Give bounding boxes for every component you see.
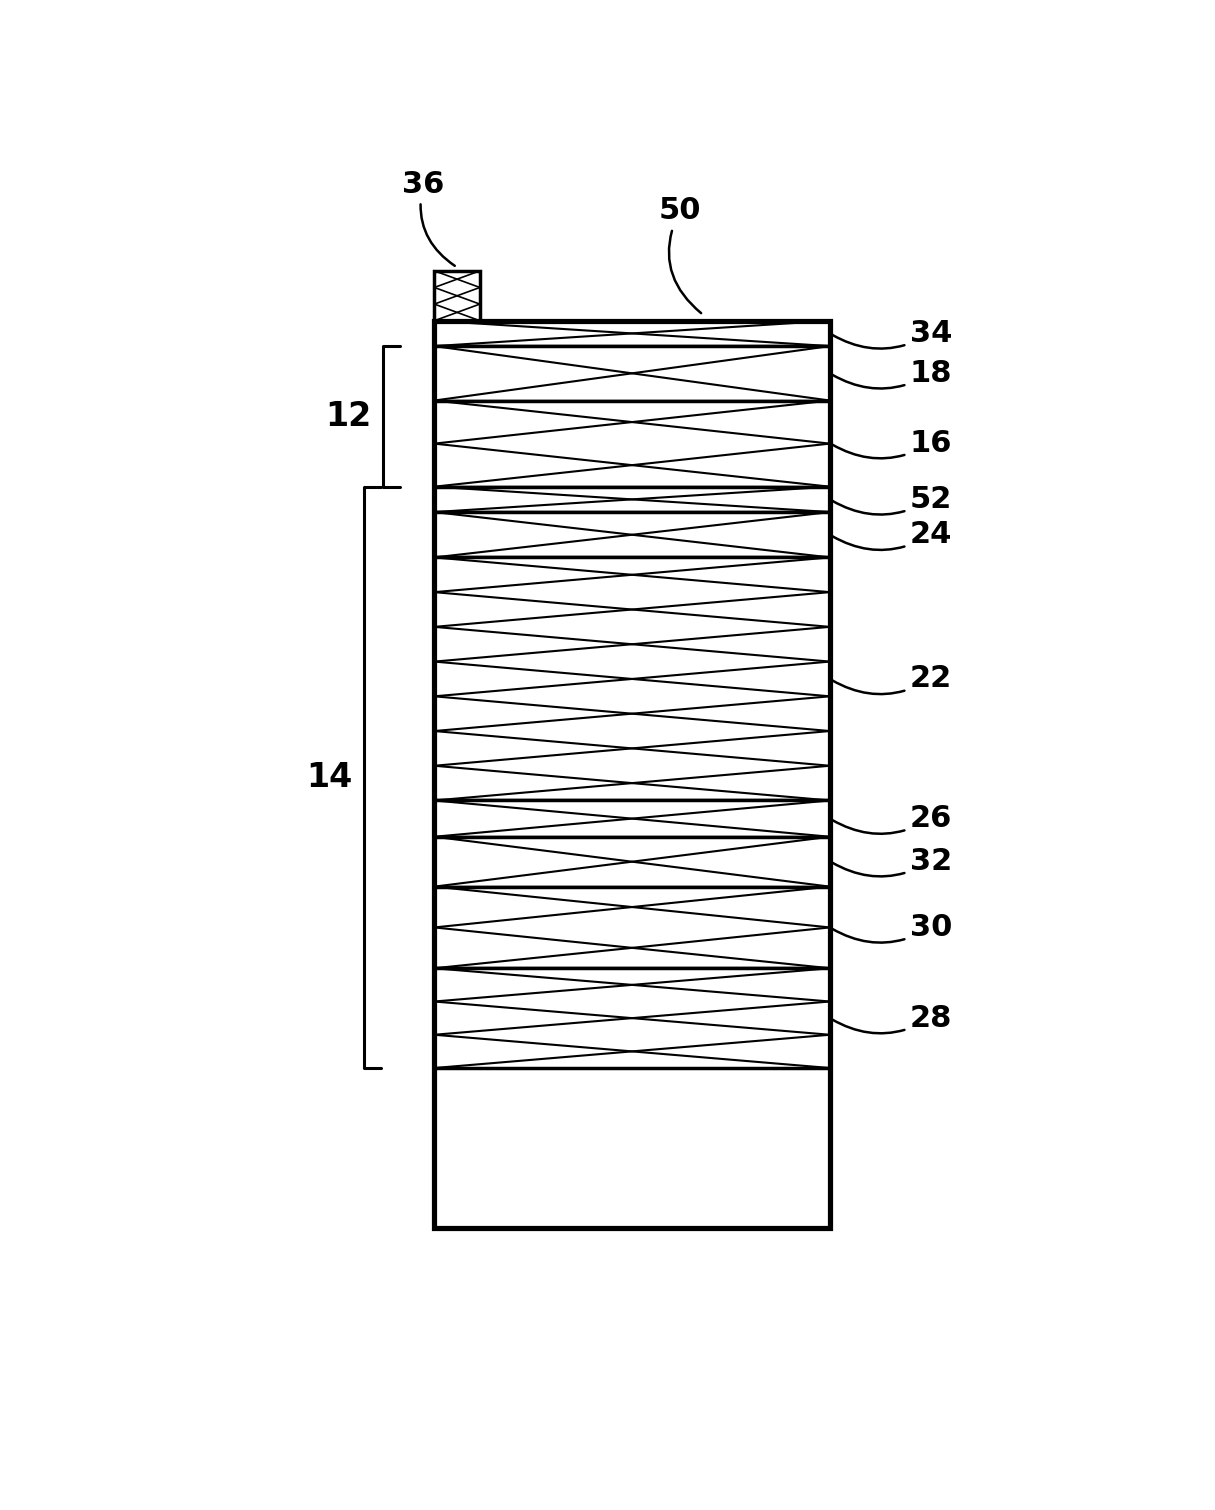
Bar: [435, 800, 830, 837]
Text: 14: 14: [306, 761, 352, 794]
Bar: [435, 968, 830, 1068]
Bar: [435, 512, 830, 557]
Bar: [435, 557, 830, 800]
Text: 24: 24: [832, 521, 953, 550]
Text: 30: 30: [832, 914, 953, 942]
Text: 52: 52: [832, 485, 953, 515]
Text: 34: 34: [832, 319, 953, 349]
Bar: [435, 270, 480, 320]
Text: 36: 36: [402, 169, 454, 266]
Bar: [435, 837, 830, 886]
Text: 18: 18: [832, 359, 953, 388]
Bar: [435, 886, 830, 968]
Bar: [435, 320, 830, 1228]
Bar: [435, 346, 830, 400]
Text: 32: 32: [832, 847, 953, 876]
Bar: [435, 400, 830, 486]
Text: 26: 26: [832, 805, 953, 834]
Bar: [435, 320, 830, 346]
Text: 28: 28: [832, 1004, 953, 1033]
Text: 16: 16: [832, 429, 953, 459]
Text: 50: 50: [659, 196, 701, 313]
Text: 12: 12: [326, 400, 372, 433]
Text: 22: 22: [832, 664, 953, 695]
Bar: [435, 486, 830, 512]
